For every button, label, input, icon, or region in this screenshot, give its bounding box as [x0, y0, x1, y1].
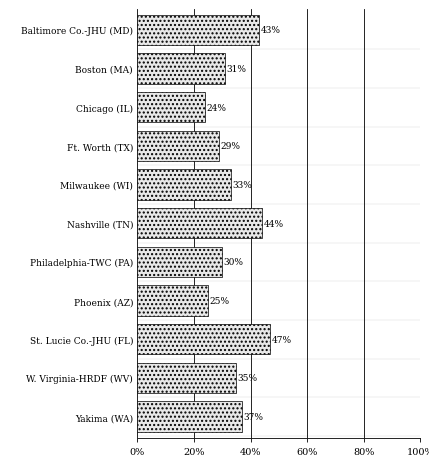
Bar	[137, 93, 205, 123]
Bar	[137, 247, 222, 278]
Bar	[137, 363, 236, 393]
Text: 30%: 30%	[224, 258, 244, 267]
Bar	[137, 325, 270, 355]
Bar	[137, 54, 225, 84]
Bar	[137, 286, 208, 316]
Bar	[137, 131, 219, 161]
Text: 37%: 37%	[244, 412, 263, 421]
Text: 44%: 44%	[263, 219, 284, 228]
Bar	[137, 16, 259, 46]
Bar	[137, 402, 242, 432]
Text: 25%: 25%	[209, 297, 230, 306]
Text: 35%: 35%	[238, 374, 258, 383]
Bar	[137, 208, 262, 239]
Text: 43%: 43%	[260, 26, 281, 35]
Text: 33%: 33%	[232, 180, 252, 189]
Text: 29%: 29%	[221, 142, 241, 151]
Bar	[137, 170, 231, 200]
Text: 24%: 24%	[207, 103, 227, 112]
Text: 47%: 47%	[272, 335, 292, 344]
Text: 31%: 31%	[227, 65, 247, 74]
